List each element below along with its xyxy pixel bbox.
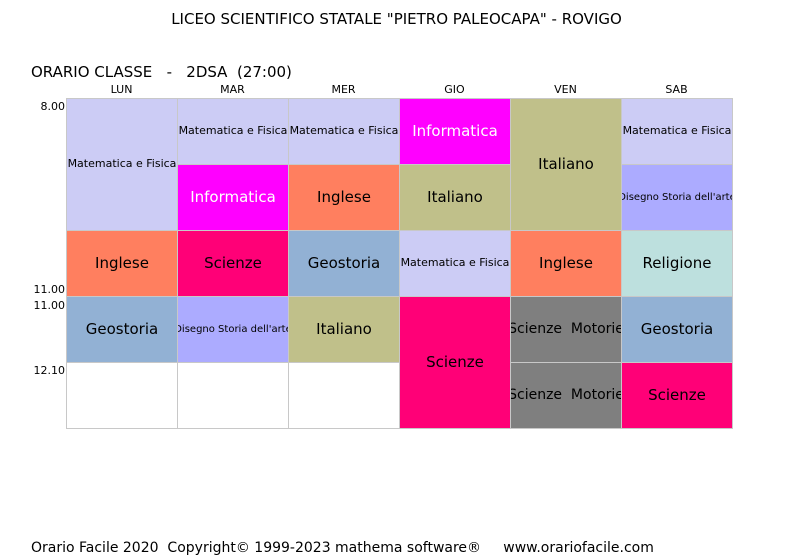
lesson-cell[interactable]: Scienze Motorie xyxy=(510,362,622,429)
day-header-gio: GIO xyxy=(444,83,465,96)
time-label: 11.00 xyxy=(33,283,66,296)
time-label: 11.00 xyxy=(33,299,66,312)
empty-slot xyxy=(177,362,289,429)
lesson-cell[interactable]: Scienze xyxy=(621,362,733,429)
lesson-cell[interactable]: Religione xyxy=(621,230,733,297)
lesson-cell[interactable]: Matematica e Fisica xyxy=(621,98,733,165)
lesson-cell[interactable]: Geostoria xyxy=(621,296,733,363)
lesson-cell[interactable]: Geostoria xyxy=(66,296,178,363)
day-header-mer: MER xyxy=(331,83,356,96)
day-header-mar: MAR xyxy=(220,83,245,96)
lesson-cell[interactable]: Disegno Storia dell'arte xyxy=(177,296,289,363)
lesson-cell[interactable]: Matematica e Fisica xyxy=(399,230,511,297)
lesson-cell[interactable]: Scienze Motorie xyxy=(510,296,622,363)
lesson-cell[interactable]: Disegno Storia dell'arte xyxy=(621,164,733,231)
lesson-cell[interactable]: Inglese xyxy=(288,164,400,231)
lesson-cell[interactable]: Inglese xyxy=(510,230,622,297)
footer-copyright: Orario Facile 2020 Copyright© 1999-2023 … xyxy=(31,540,654,556)
lesson-cell[interactable]: Scienze xyxy=(399,296,511,429)
lesson-cell[interactable]: Scienze xyxy=(177,230,289,297)
time-label: 12.10 xyxy=(33,364,66,377)
time-label: 8.00 xyxy=(40,100,66,113)
lesson-cell[interactable]: Italiano xyxy=(510,98,622,231)
day-header-sab: SAB xyxy=(665,83,688,96)
lesson-cell[interactable]: Informatica xyxy=(399,98,511,165)
lesson-cell[interactable]: Matematica e Fisica xyxy=(288,98,400,165)
empty-slot xyxy=(288,362,400,429)
lesson-cell[interactable]: Informatica xyxy=(177,164,289,231)
day-header-lun: LUN xyxy=(110,83,133,96)
page-title: LICEO SCIENTIFICO STATALE "PIETRO PALEOC… xyxy=(171,10,622,28)
lesson-cell[interactable]: Inglese xyxy=(66,230,178,297)
lesson-cell[interactable]: Italiano xyxy=(399,164,511,231)
lesson-cell[interactable]: Matematica e Fisica xyxy=(66,98,178,231)
timetable-grid: Matematica e Fisica Inglese Geostoria Ma… xyxy=(66,98,733,429)
class-subtitle: ORARIO CLASSE - 2DSA (27:00) xyxy=(31,63,292,81)
day-header-ven: VEN xyxy=(554,83,577,96)
lesson-cell[interactable]: Italiano xyxy=(288,296,400,363)
lesson-cell[interactable]: Geostoria xyxy=(288,230,400,297)
lesson-cell[interactable]: Matematica e Fisica xyxy=(177,98,289,165)
empty-slot xyxy=(66,362,178,429)
